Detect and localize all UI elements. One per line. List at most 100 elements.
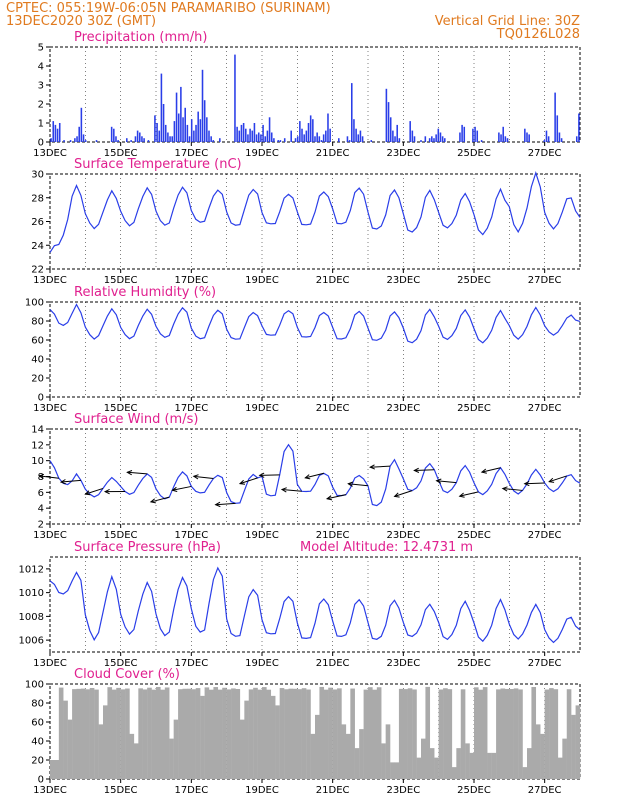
wind-ytick-label: 2 [38,520,44,531]
cloud-bar [209,689,214,779]
precip-bar [110,126,113,142]
precip-bar [80,107,83,142]
cloud-bar [478,689,484,779]
cloud-bar [213,687,219,779]
cloud-bar [443,688,448,779]
precip-bar [238,130,241,142]
temp-xtick-label: 27DEC [528,275,562,286]
wind-xtick-label: 13DEC [33,530,67,541]
temp-ytick-label: 22 [31,265,44,276]
wind-vector-head [258,472,265,478]
rh-title: Relative Humidity (%) [74,285,216,300]
wind-frame [49,428,581,525]
precip-bar [314,136,316,142]
precip-bar [154,115,156,142]
precip-bar [312,119,314,142]
precip-bar [299,121,301,142]
wind-vector-head [280,487,287,493]
precip-bar [387,102,390,142]
wind-vector-head [458,492,465,498]
cloud-bar [328,687,333,779]
precip-bar [370,140,373,142]
wind-vector [369,464,391,470]
cloud-bar [447,689,453,779]
cloud-bar [301,688,307,779]
cloud-bar [434,757,439,779]
precip-bar [270,132,273,142]
precip-bar [268,117,271,142]
cloud-bar [425,686,431,779]
precip-bar [167,132,169,142]
precip-bar [301,128,303,142]
precip-bar [283,138,286,142]
precip-bar [56,128,59,142]
precip-bar [431,136,433,142]
temp-ytick-label: 28 [31,193,44,204]
cloud-ytick-label: 40 [31,737,44,748]
wind-vector-shaft [414,469,435,472]
cloud-bar [412,689,417,779]
wind-vector-head [435,478,442,484]
wind-vector [325,494,347,501]
cloud-xtick-label: 27DEC [528,785,562,796]
pres-title: Surface Pressure (hPa) [74,540,221,555]
precip-bar [350,83,353,142]
cloud-bar [345,733,351,779]
precip-bar [182,117,184,142]
cloud-bar [421,738,426,779]
cloud-bar [129,733,135,779]
pres-xtick-label: 27DEC [528,658,562,669]
cloud-bar [270,695,276,779]
cloud-bar [337,688,342,779]
precip-bar [303,134,305,142]
wind-vector-head [192,474,199,480]
precip-bar [141,136,143,142]
precip-bar [348,140,351,142]
precip-xtick-label: 19DEC [245,148,279,159]
precip-frame [49,46,581,143]
cloud-bar [398,688,404,779]
wind-vector [258,472,280,478]
precip-bar [253,123,256,142]
precip-bar [262,124,264,142]
wind-vector-head [103,488,110,495]
rh-xtick-label: 27DEC [528,403,562,414]
cloud-bar [491,752,497,779]
cloud-bar [522,767,528,779]
cloud-xtick-label: 15DEC [104,785,138,796]
pres-xtick-label: 19DEC [245,658,279,669]
precip-bar [244,128,247,142]
cloud-bar [288,688,294,779]
cloud-bar [217,689,223,779]
precip-bar [260,134,262,142]
wind-xtick-label: 27DEC [528,530,562,541]
precip-bar [175,92,178,142]
cloud-bar [231,688,236,779]
cloud-xtick-label: 17DEC [174,785,208,796]
precip-xtick-label: 21DEC [316,148,350,159]
wind-xtick-label: 17DEC [174,530,208,541]
precip-bar [545,130,548,142]
precip-bar [500,134,502,142]
wind-vector-head [84,490,91,496]
model-code: TQ0126L028 [496,27,580,42]
cloud-bar [120,689,126,779]
precip-bar [472,128,474,142]
pres-xtick-label: 23DEC [386,658,420,669]
cloud-bar [125,688,130,779]
wind-vector-head [304,474,311,480]
cloud-bar [557,757,563,779]
precip-bar [251,130,254,142]
rh-xtick-label: 15DEC [104,403,138,414]
precip-bar [355,128,357,142]
temp-xtick-label: 17DEC [174,275,208,286]
cloud-bar [262,687,267,779]
precip-bar [528,134,530,142]
cloud-bar [566,689,572,779]
cloud-bar [540,733,545,779]
cloud-bar [156,686,161,779]
precip-bar [266,130,269,142]
pres-series-line [49,566,581,644]
wind-vector-shaft [524,482,545,485]
